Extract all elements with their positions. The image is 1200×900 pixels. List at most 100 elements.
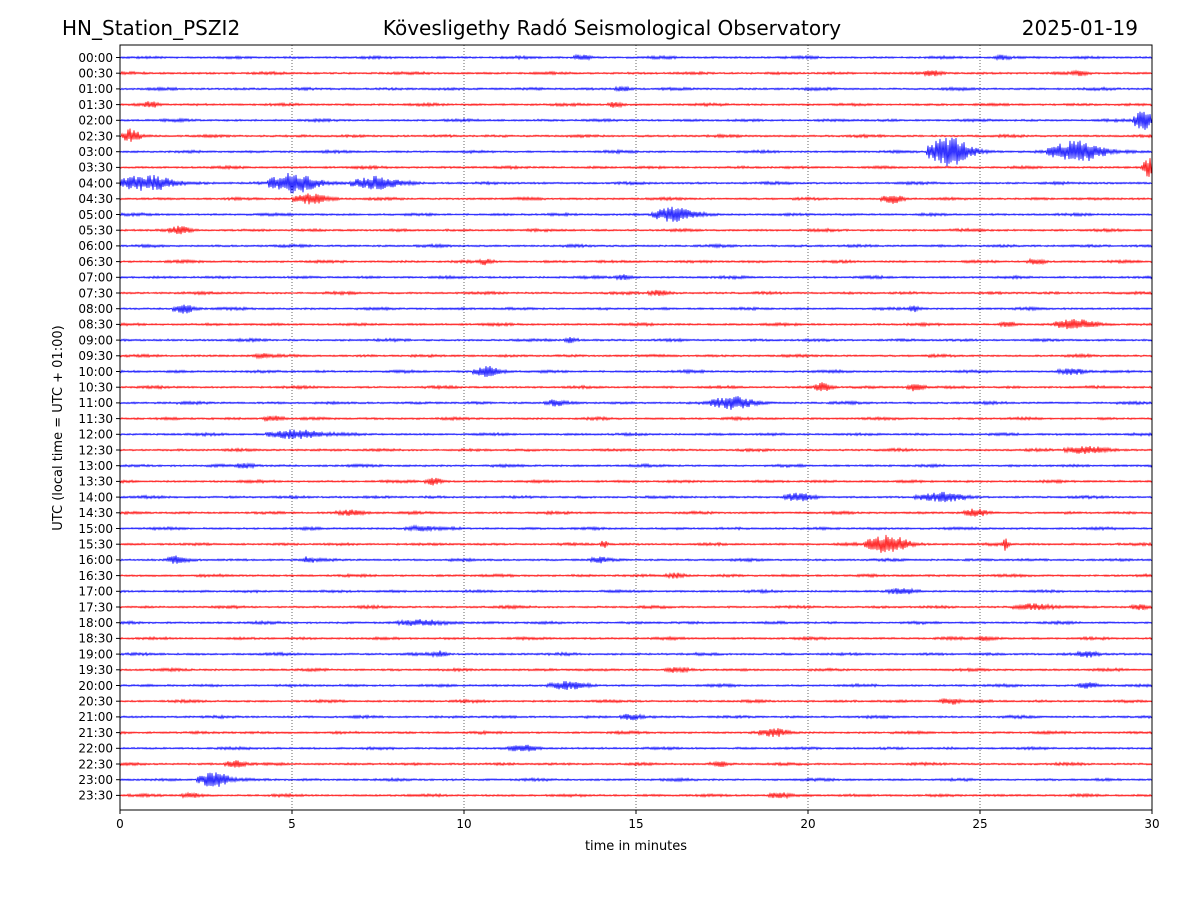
trace-0630	[119, 257, 1153, 266]
trace-1800	[119, 618, 1153, 627]
trace-0030	[119, 69, 1153, 77]
y-tick-label: 02:00	[78, 114, 113, 128]
trace-1500	[119, 524, 1153, 533]
trace-0430	[119, 193, 1153, 205]
trace-0230	[119, 128, 1153, 142]
y-tick-label: 18:30	[78, 632, 113, 646]
y-tick-label: 05:30	[78, 224, 113, 238]
date-title: 2025-01-19	[1022, 16, 1138, 40]
y-tick-label: 15:00	[78, 522, 113, 536]
trace-1100	[119, 396, 1153, 410]
trace-0330	[119, 158, 1153, 177]
y-tick-label: 18:00	[78, 616, 113, 630]
x-tick-label: 20	[800, 817, 815, 831]
y-tick-label: 04:00	[78, 176, 113, 190]
trace-0730	[119, 289, 1153, 297]
y-tick-label: 06:00	[78, 239, 113, 253]
y-tick-label: 00:30	[78, 67, 113, 81]
y-tick-label: 11:00	[78, 396, 113, 410]
trace-0130	[119, 101, 1153, 109]
trace-0500	[119, 206, 1153, 222]
y-tick-label: 22:00	[78, 742, 113, 756]
trace-1900	[119, 650, 1153, 658]
y-tick-label: 01:30	[78, 98, 113, 112]
y-tick-label: 20:00	[78, 679, 113, 693]
y-tick-label: 03:30	[78, 161, 113, 175]
trace-1600	[119, 555, 1153, 564]
y-tick-label: 16:00	[78, 553, 113, 567]
y-tick-label: 14:00	[78, 490, 113, 504]
y-tick-label: 19:30	[78, 663, 113, 677]
trace-1200	[119, 429, 1153, 440]
x-tick-label: 10	[456, 817, 471, 831]
trace-1730	[119, 603, 1153, 611]
observatory-title: Kövesligethy Radó Seismological Observat…	[383, 16, 841, 40]
y-tick-label: 11:30	[78, 412, 113, 426]
trace-1630	[119, 572, 1153, 580]
y-tick-label: 04:30	[78, 192, 113, 206]
trace-1130	[119, 415, 1153, 423]
y-tick-label: 02:30	[78, 129, 113, 143]
y-tick-label: 12:00	[78, 428, 113, 442]
trace-2000	[119, 681, 1153, 690]
trace-group	[119, 53, 1153, 800]
y-tick-label: 16:30	[78, 569, 113, 583]
y-tick-label: 19:00	[78, 647, 113, 661]
trace-0200	[119, 111, 1153, 130]
y-tick-label: 20:30	[78, 695, 113, 709]
trace-1930	[119, 666, 1153, 674]
trace-1230	[119, 446, 1153, 454]
y-tick-label: 13:30	[78, 475, 113, 489]
y-tick-label: 13:00	[78, 459, 113, 473]
trace-1400	[119, 491, 1153, 503]
x-axis-label: time in minutes	[585, 839, 687, 854]
trace-1330	[119, 477, 1153, 486]
x-tick-label: 5	[288, 817, 296, 831]
y-tick-label: 00:00	[78, 51, 113, 65]
y-tick-label: 10:00	[78, 365, 113, 379]
y-tick-label: 12:30	[78, 443, 113, 457]
y-tick-label: 14:30	[78, 506, 113, 520]
x-tick-label: 0	[116, 817, 124, 831]
trace-0800	[119, 304, 1153, 314]
trace-1030	[119, 382, 1153, 392]
x-tick-label: 30	[1144, 817, 1159, 831]
trace-0530	[119, 225, 1153, 235]
trace-2030	[119, 697, 1153, 705]
x-tick-label: 25	[972, 817, 987, 831]
y-tick-label: 17:00	[78, 585, 113, 599]
y-tick-label: 09:30	[78, 349, 113, 363]
trace-0100	[119, 85, 1153, 93]
grid-lines	[291, 45, 981, 810]
trace-0600	[119, 242, 1153, 249]
y-tick-label: 22:30	[78, 757, 113, 771]
y-tick-label: 21:30	[78, 726, 113, 740]
y-tick-label: 06:30	[78, 255, 113, 269]
station-title: HN_Station_PSZI2	[62, 16, 240, 40]
trace-0930	[119, 352, 1153, 360]
y-tick-label: 23:00	[78, 773, 113, 787]
y-tick-label: 08:30	[78, 318, 113, 332]
y-tick-label: 08:00	[78, 302, 113, 316]
trace-2230	[119, 760, 1153, 768]
trace-0000	[119, 53, 1153, 62]
x-tick-label: 15	[628, 817, 643, 831]
trace-1530	[119, 534, 1153, 553]
trace-2130	[119, 728, 1153, 738]
trace-1000	[119, 366, 1153, 377]
y-tick-label: 05:00	[78, 208, 113, 222]
y-tick-label: 07:30	[78, 286, 113, 300]
trace-1430	[119, 508, 1153, 517]
y-tick-label: 09:00	[78, 333, 113, 347]
y-tick-label: 01:00	[78, 82, 113, 96]
y-tick-label: 07:00	[78, 271, 113, 285]
trace-0400	[119, 172, 1153, 194]
trace-1300	[119, 462, 1153, 470]
y-axis-label: UTC (local time = UTC + 01:00)	[51, 325, 66, 530]
trace-1700	[119, 587, 1153, 595]
trace-2300	[119, 772, 1153, 787]
y-tick-label: 21:00	[78, 710, 113, 724]
